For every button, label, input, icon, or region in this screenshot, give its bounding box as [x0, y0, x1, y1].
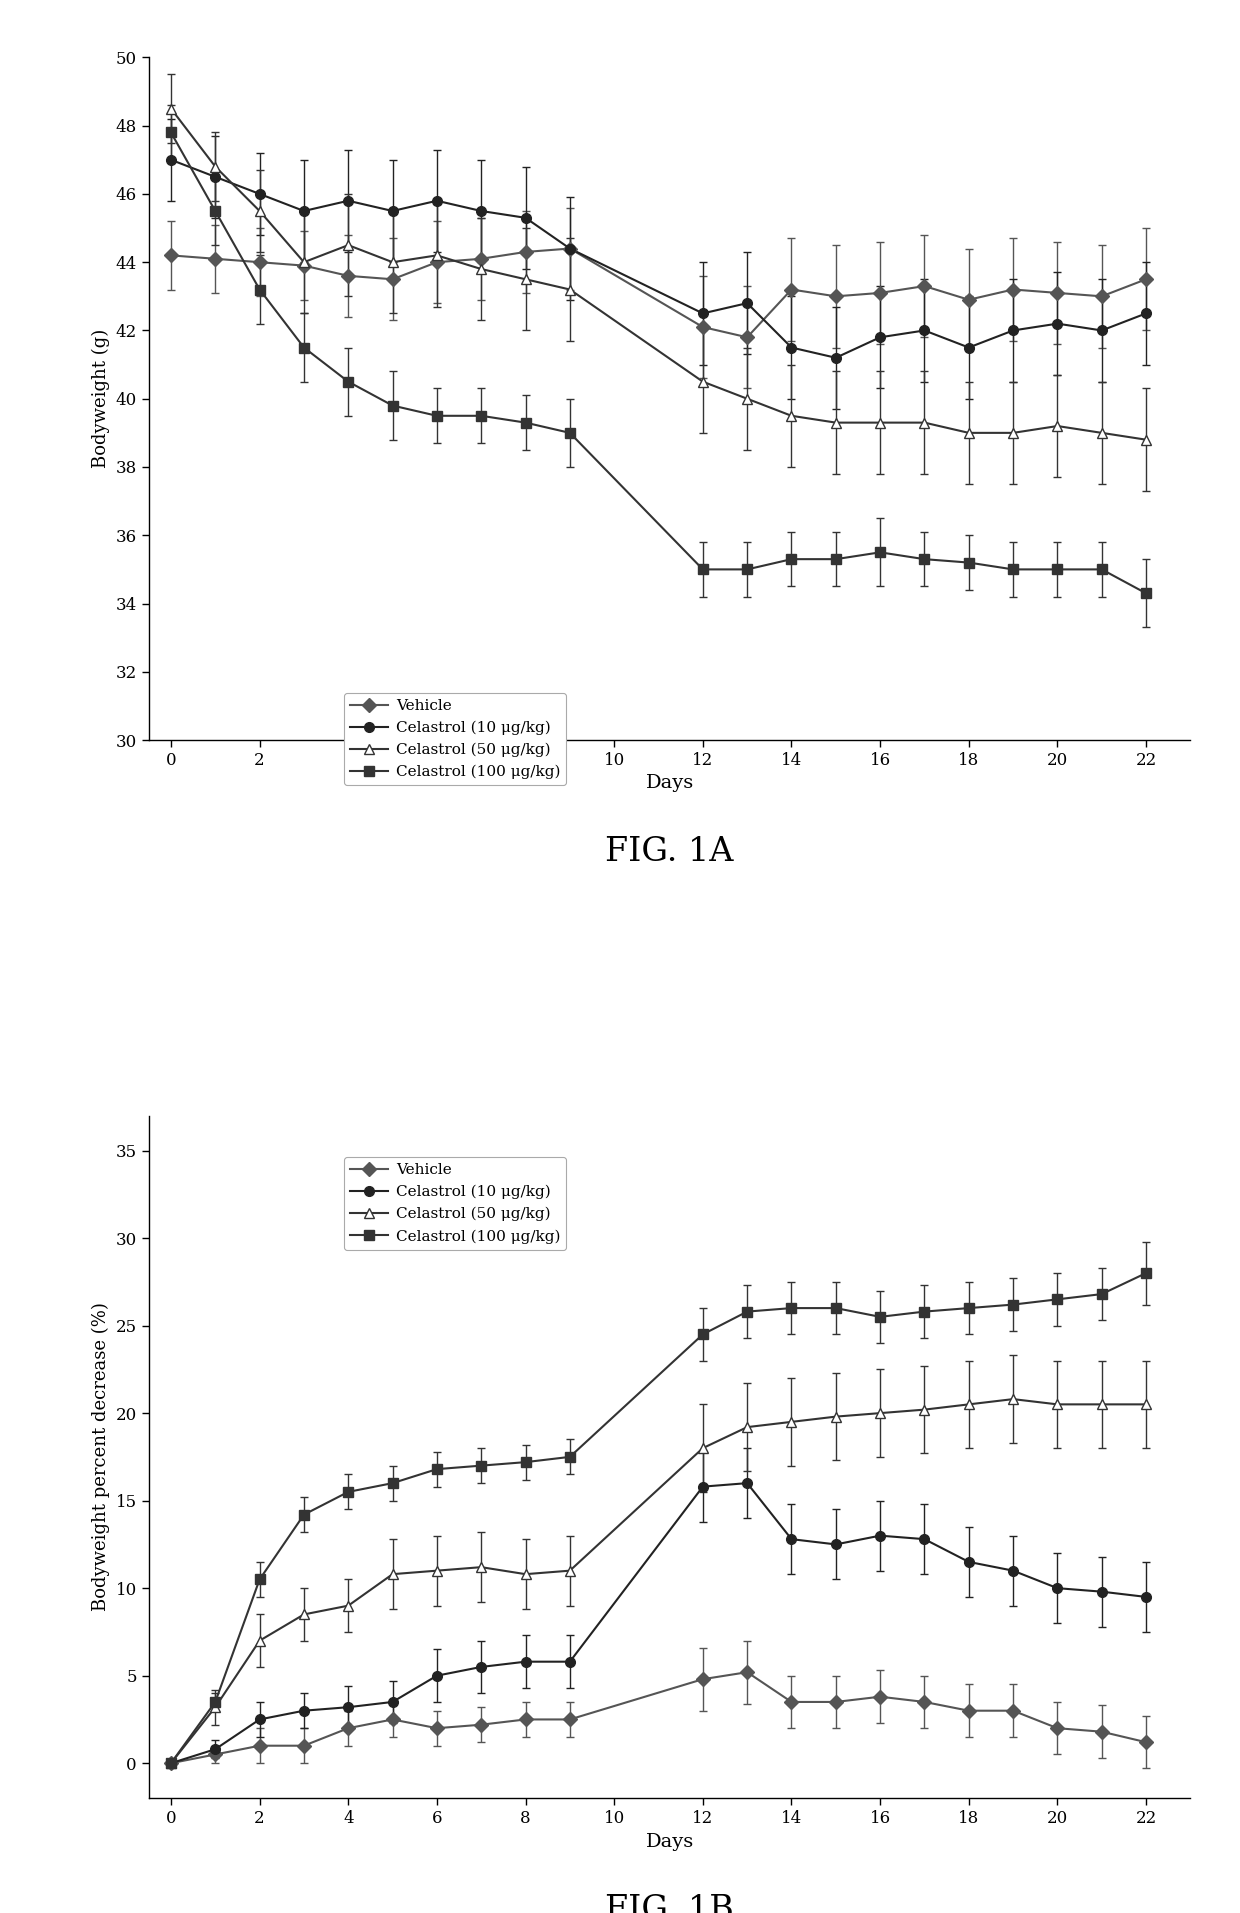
Legend: Vehicle, Celastrol (10 μg/kg), Celastrol (50 μg/kg), Celastrol (100 μg/kg): Vehicle, Celastrol (10 μg/kg), Celastrol…: [343, 1157, 567, 1249]
X-axis label: Days: Days: [646, 775, 693, 792]
Legend: Vehicle, Celastrol (10 μg/kg), Celastrol (50 μg/kg), Celastrol (100 μg/kg): Vehicle, Celastrol (10 μg/kg), Celastrol…: [343, 693, 567, 786]
Y-axis label: Bodyweight (g): Bodyweight (g): [92, 329, 110, 469]
X-axis label: Days: Days: [646, 1833, 693, 1850]
Text: FIG. 1A: FIG. 1A: [605, 836, 734, 869]
Y-axis label: Bodyweight percent decrease (%): Bodyweight percent decrease (%): [92, 1303, 110, 1611]
Text: FIG. 1B: FIG. 1B: [605, 1894, 734, 1913]
